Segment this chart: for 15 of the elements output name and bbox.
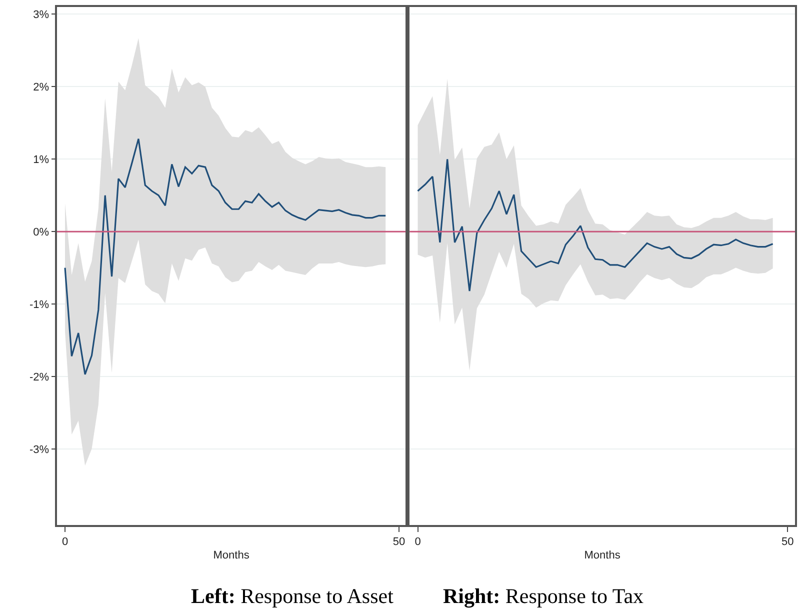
text: Left: Response to Asset <box>191 584 394 608</box>
y-tick-label: -2% <box>29 371 50 384</box>
x-tick-label: 50 <box>781 536 794 548</box>
y-tick-label: 0% <box>33 226 50 238</box>
x-tick-label: 50 <box>392 536 406 548</box>
x-axis-title: Months <box>584 550 621 562</box>
x-tick-label: 0 <box>62 536 68 548</box>
text: Right: Response to Tax <box>443 584 644 608</box>
y-tick-label: 2% <box>33 82 50 94</box>
x-tick-label: 0 <box>414 536 421 548</box>
y-tick-label: 3% <box>33 9 50 22</box>
x-axis-title: Months <box>213 550 250 562</box>
y-tick-label: -3% <box>29 444 50 456</box>
y-tick-label: -1% <box>29 298 50 311</box>
y-tick-label: 1% <box>33 154 50 166</box>
